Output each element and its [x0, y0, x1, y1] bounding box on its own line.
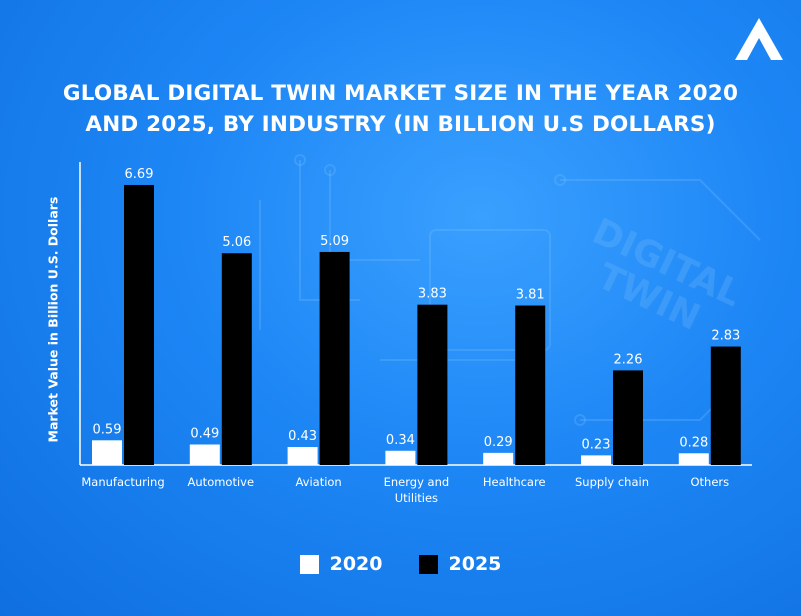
data-label-2025-4: 3.81 [516, 288, 545, 303]
bar-2025-0 [124, 184, 154, 465]
data-label-2025-6: 2.83 [711, 329, 740, 344]
bar-2025-2 [319, 251, 350, 465]
bar-2020-3 [385, 450, 416, 465]
legend-item-2025: 2025 [418, 553, 502, 575]
x-tick-label-2: Aviation [295, 475, 341, 489]
bar-2025-1 [221, 253, 252, 465]
legend-item-2020: 2020 [299, 553, 383, 575]
x-tick-label-5: Supply chain [575, 475, 649, 489]
x-tick-label-0: Manufacturing [81, 475, 164, 489]
data-label-2020-4: 0.29 [484, 435, 513, 450]
bar-2025-3 [417, 304, 448, 465]
x-tick-label-3-line-0: Energy and [384, 475, 450, 489]
x-tick-label-1: Automotive [188, 475, 255, 489]
x-tick-label-6: Others [690, 475, 729, 489]
bar-2025-5 [613, 370, 643, 465]
x-tick-label-3-line-1: Utilities [395, 491, 438, 505]
bar-2025-6 [710, 346, 741, 465]
chart-title-line-1: GLOBAL DIGITAL TWIN MARKET SIZE IN THE Y… [62, 81, 739, 106]
legend-swatch-2020 [299, 554, 319, 574]
x-tick-label-4: Healthcare [483, 475, 546, 489]
data-label-2025-3: 3.83 [418, 287, 447, 302]
bar-2020-6 [678, 453, 709, 465]
data-label-2025-0: 6.69 [125, 167, 154, 182]
legend: 2020 2025 [0, 553, 801, 575]
legend-label-2025: 2025 [448, 553, 502, 575]
legend-swatch-2025 [418, 554, 438, 574]
bar-2020-5 [581, 455, 611, 465]
brand-logo-icon [735, 18, 783, 60]
data-label-2020-0: 0.59 [93, 422, 122, 437]
data-label-2020-6: 0.28 [679, 435, 708, 450]
data-label-2020-2: 0.43 [288, 429, 317, 444]
data-label-2025-1: 5.06 [222, 235, 251, 250]
legend-label-2020: 2020 [329, 553, 383, 575]
bar-2020-4 [483, 452, 514, 465]
data-label-2025-2: 5.09 [320, 234, 349, 249]
data-label-2020-1: 0.49 [190, 426, 219, 441]
bar-2020-2 [287, 447, 318, 465]
chart-title-line-2: AND 2025, BY INDUSTRY (IN BILLION U.S DO… [85, 112, 716, 137]
data-label-2020-5: 0.23 [582, 437, 611, 452]
bar-2020-0 [92, 440, 122, 465]
bar-2025-4 [515, 305, 546, 465]
bar-2020-1 [189, 444, 220, 465]
data-label-2020-3: 0.34 [386, 433, 415, 448]
chart-title: GLOBAL DIGITAL TWIN MARKET SIZE IN THE Y… [40, 78, 761, 140]
data-label-2025-5: 2.26 [614, 352, 643, 367]
